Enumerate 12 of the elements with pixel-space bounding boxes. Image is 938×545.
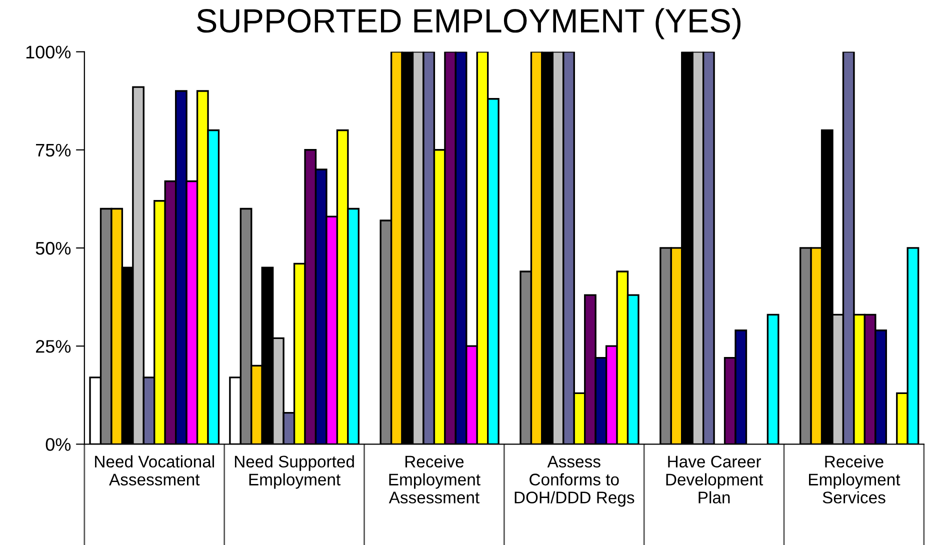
y-tick-label: 25%: [36, 340, 71, 353]
chart-title: SUPPORTED EMPLOYMENT (YES): [196, 8, 740, 40]
y-tick-label: 0%: [46, 438, 71, 451]
x-tick-label: Need Supported Employment: [234, 455, 354, 489]
x-tick-label: Need Vocational Assessment: [95, 455, 214, 486]
x-tick-label: Have Career Development Plan: [666, 456, 764, 504]
x-tick-label: Receive Employment Assessment: [388, 455, 480, 504]
x-tick-label: Assess Conforms to DOH/DDD Regs: [514, 456, 634, 507]
y-tick-label: 75%: [36, 144, 71, 157]
y-tick-label: 100%: [26, 46, 71, 58]
y-tick-label: 50%: [36, 242, 71, 255]
x-tick-label: Receive Employment Services: [809, 455, 900, 504]
